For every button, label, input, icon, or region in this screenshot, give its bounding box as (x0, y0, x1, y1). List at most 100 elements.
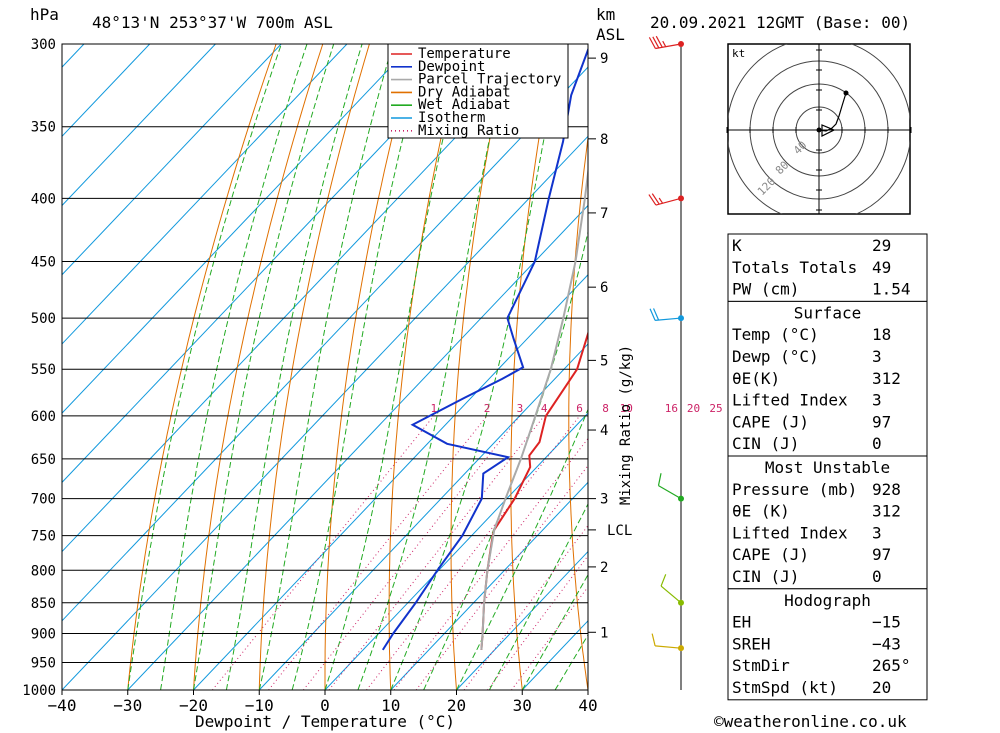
x-tick-label: −10 (245, 696, 274, 715)
hodograph-unit: kt (732, 47, 745, 60)
indices-row-value: 97 (872, 545, 891, 564)
indices-row-label: PW (cm) (732, 280, 799, 299)
indices-row-label: CIN (J) (732, 567, 799, 586)
series-parcel-trajectory-line (480, 165, 588, 650)
pressure-tick-750: 750 (31, 529, 56, 545)
mixing-ratio-label-4: 4 (541, 402, 548, 415)
mixing-ratio-label-2: 2 (484, 402, 491, 415)
isotherm-line (62, 44, 216, 207)
legend-box (387, 43, 569, 139)
asl-unit: ASL (596, 25, 625, 44)
wet-adiabat-line (521, 573, 588, 690)
indices-row-value: 29 (872, 236, 891, 255)
plot-frame (61, 43, 589, 691)
isobars (62, 43, 588, 691)
wind-barb-feather (652, 36, 660, 49)
mixing-ratio-line (393, 437, 588, 690)
isotherm-line (62, 135, 588, 690)
x-tick-label: 0 (320, 696, 330, 715)
wind-barb (648, 35, 684, 50)
km-tick-label: 2 (600, 560, 608, 576)
mixing-ratio-label-20: 20 (687, 402, 700, 415)
dry-adiabat-line (568, 134, 588, 690)
legend-label: Mixing Ratio (418, 123, 519, 139)
indices-row-value: −43 (872, 634, 901, 653)
lcl-label: LCL (607, 523, 632, 539)
indices-row-value: 312 (872, 502, 901, 521)
isotherm-line (62, 44, 545, 553)
pressure-tick-800: 800 (31, 563, 56, 579)
indices-row-label: CIN (J) (732, 434, 799, 453)
indices-table: K 29 Totals Totals 49 PW (cm) 1.54 Surface Temp… (727, 233, 928, 701)
km-tick-label: 7 (600, 206, 608, 222)
indices-row-label: θE(K) (732, 369, 780, 388)
series-dewpoint-line (381, 47, 588, 651)
legend-label: Wet Adiabat (418, 97, 511, 113)
wind-barb-feather (648, 37, 656, 49)
legend-label: Parcel Trajectory (418, 72, 561, 88)
mixing-ratio-line (366, 415, 580, 690)
wind-barb (649, 308, 684, 322)
isotherm-line (62, 66, 588, 622)
wind-barb-feather (660, 574, 667, 587)
mixing-ratio-label-8: 8 (602, 402, 609, 415)
wind-barb-feather (658, 197, 664, 204)
isotherm-line (258, 343, 588, 690)
km-tick-label: 4 (600, 423, 608, 439)
pressure-tick-600: 600 (31, 409, 56, 425)
wet-adiabat-line (258, 44, 394, 690)
pressure-tick-550: 550 (31, 362, 56, 378)
mixing-ratio-label-3: 3 (517, 402, 524, 415)
x-tick-label: 20 (447, 696, 466, 715)
indices-row-label: K (732, 236, 742, 255)
indices-section-title: Surface (794, 303, 861, 322)
dry-adiabat-line (929, 44, 1000, 690)
indices-row-label: StmSpd (kt) (732, 678, 838, 697)
isotherm-line (390, 481, 588, 690)
isotherm-line (456, 550, 588, 690)
credit-text: ©weatheronline.co.uk (714, 712, 907, 731)
indices-row-label: Dewp (°C) (732, 347, 819, 366)
wind-barb (648, 193, 684, 206)
mixing-ratio-label-16: 16 (665, 402, 678, 415)
km-tick-label: 9 (600, 51, 608, 67)
km-unit: km (596, 5, 615, 24)
pressure-tick-400: 400 (31, 191, 56, 207)
x-tick-label: 40 (578, 696, 597, 715)
isotherm-line (193, 274, 588, 690)
wind-barb-feather (655, 35, 663, 48)
wind-barb-staff (655, 645, 682, 649)
wet-adiabat-line (488, 503, 588, 690)
pressure-tick-950: 950 (31, 655, 56, 671)
sounding-series (381, 47, 588, 651)
km-tick-label: 3 (600, 492, 608, 508)
indices-row-label: StmDir (732, 656, 790, 675)
x-tick-label: 10 (381, 696, 400, 715)
indices-row-label: θE (K) (732, 502, 790, 521)
wind-barb-feather (648, 194, 657, 206)
pressure-tick-500: 500 (31, 311, 56, 327)
x-tick-label: −40 (48, 696, 77, 715)
indices-row-value: 0 (872, 567, 882, 586)
x-axis-label: Dewpoint / Temperature (°C) (195, 712, 455, 731)
indices-row-value: 18 (872, 325, 891, 344)
indices-row-value: 49 (872, 258, 891, 277)
wind-barb-feather (649, 308, 656, 321)
pressure-tick-850: 850 (31, 596, 56, 612)
wind-barb-feather (653, 308, 660, 321)
indices-row-label: SREH (732, 634, 771, 653)
x-tick-label: −20 (179, 696, 208, 715)
wind-profile (648, 35, 684, 690)
isotherm-line (62, 44, 348, 345)
km-tick-label: 6 (600, 280, 608, 296)
hodograph-end-dot (843, 90, 849, 96)
indices-row-label: CAPE (J) (732, 545, 809, 564)
indices-row-label: EH (732, 613, 751, 632)
mixing-ratio-label-1: 1 (430, 402, 437, 415)
pressure-tick-700: 700 (31, 492, 56, 508)
indices-row-value: 3 (872, 391, 882, 410)
indices-row-label: Pressure (mb) (732, 480, 857, 499)
mixing-ratio-line (212, 415, 435, 690)
